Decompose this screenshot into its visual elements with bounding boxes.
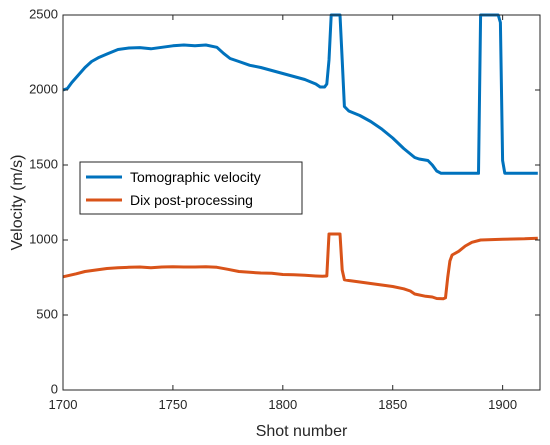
- series-line-0: [62, 13, 538, 175]
- plot-frame: [62, 14, 541, 391]
- legend-label-dix: Dix post-processing: [130, 192, 253, 208]
- x-tick-label: 1900: [488, 397, 517, 412]
- x-tick-label: 1750: [158, 397, 187, 412]
- x-tick-label: 1850: [378, 397, 407, 412]
- legend-box: [79, 161, 303, 215]
- legend-label-tomographic: Tomographic velocity: [130, 169, 261, 185]
- x-tick-label: 1800: [268, 397, 297, 412]
- y-tick-label: 0: [51, 381, 58, 396]
- series-layer: [62, 13, 538, 301]
- legend: Tomographic velocity Dix post-processing: [79, 161, 303, 215]
- y-axis-label: Velocity (m/s): [9, 154, 26, 250]
- y-tick-label: 1000: [29, 231, 58, 246]
- y-tick-label: 500: [36, 306, 58, 321]
- series-line-1: [62, 232, 538, 301]
- x-tick-label: 1700: [49, 397, 78, 412]
- x-axis-label: Shot number: [256, 423, 348, 440]
- y-tick-label: 2500: [29, 6, 58, 21]
- y-tick-label: 2000: [29, 81, 58, 96]
- tick-layer: 1700 1750 1800 1850 1900 0 500 1000 1500 2000 2500: [29, 6, 540, 412]
- y-tick-label: 1500: [29, 156, 58, 171]
